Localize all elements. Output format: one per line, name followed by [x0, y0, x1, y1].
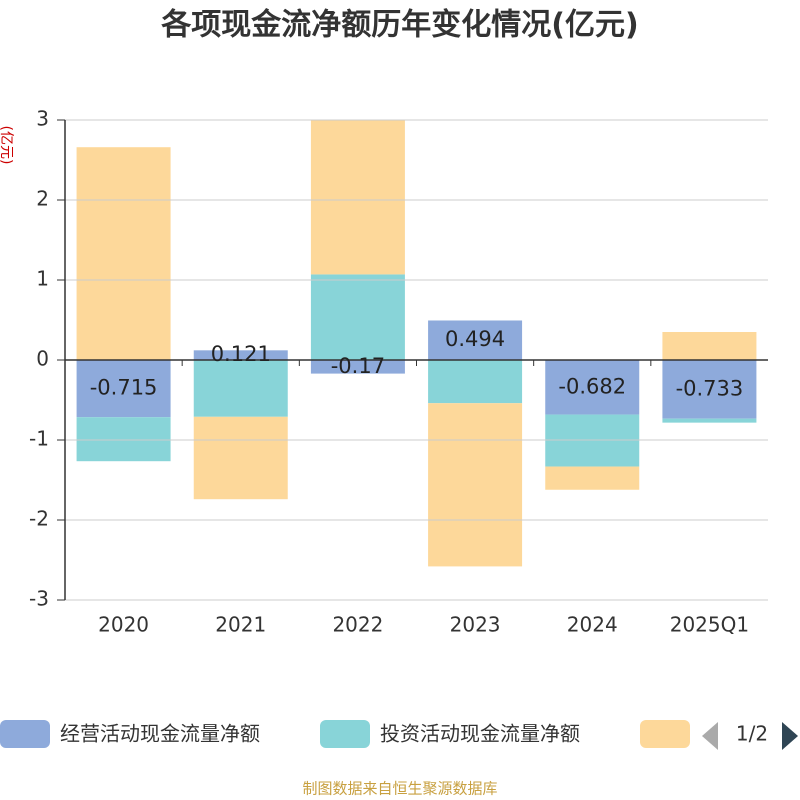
bar: [428, 360, 523, 404]
bar: [662, 360, 757, 419]
legend-swatch: [640, 720, 690, 748]
source: 制图数据来自恒生聚源数据库: [302, 780, 497, 798]
bar: [76, 147, 171, 360]
bar: [545, 414, 640, 467]
legend-prev[interactable]: [702, 722, 718, 750]
y-tick-label: 2: [36, 187, 49, 211]
legend-swatch: [320, 720, 370, 748]
bar: [193, 360, 288, 417]
bar: [428, 320, 523, 360]
y-axis-label: (亿元): [0, 126, 14, 165]
data-label: 0.121: [211, 342, 271, 366]
legend-label: 投资活动现金流量净额: [380, 722, 580, 746]
bar: [76, 417, 171, 462]
data-label: -0.682: [558, 374, 626, 398]
x-tick-label: 2025Q1: [670, 613, 749, 637]
bar: [193, 350, 288, 360]
plot-area: [76, 120, 757, 567]
legend-next[interactable]: [782, 722, 798, 750]
x-tick-label: 2020: [98, 613, 149, 637]
chart-title: 各项现金流净额历年变化情况(亿元): [160, 8, 638, 43]
data-label: 0.494: [445, 327, 505, 351]
bar: [310, 274, 405, 360]
x-tick-label: 2021: [215, 613, 266, 637]
data-label: -0.733: [676, 376, 744, 400]
legend-swatch: [0, 720, 50, 748]
bar: [428, 403, 523, 567]
y-tick-label: -3: [29, 587, 49, 611]
data-label: -0.17: [331, 354, 385, 378]
legend-page: 1/2: [736, 722, 768, 746]
y-tick-label: 0: [36, 347, 49, 371]
data-label: -0.715: [90, 376, 158, 400]
x-tick-label: 2024: [567, 613, 618, 637]
bar: [76, 360, 171, 418]
bar: [545, 360, 640, 415]
legend-label: 经营活动现金流量净额: [60, 722, 260, 746]
y-tick-label: -2: [29, 507, 49, 531]
bar: [662, 418, 757, 423]
y-tick-label: -1: [29, 427, 49, 451]
bar: [193, 416, 288, 500]
y-tick-label: 1: [36, 267, 49, 291]
bar: [310, 360, 405, 374]
x-tick-label: 2023: [450, 613, 501, 637]
y-tick-label: 3: [36, 107, 49, 131]
bar: [310, 120, 405, 275]
bar: [662, 332, 757, 360]
bar: [545, 466, 640, 490]
x-tick-label: 2022: [332, 613, 383, 637]
